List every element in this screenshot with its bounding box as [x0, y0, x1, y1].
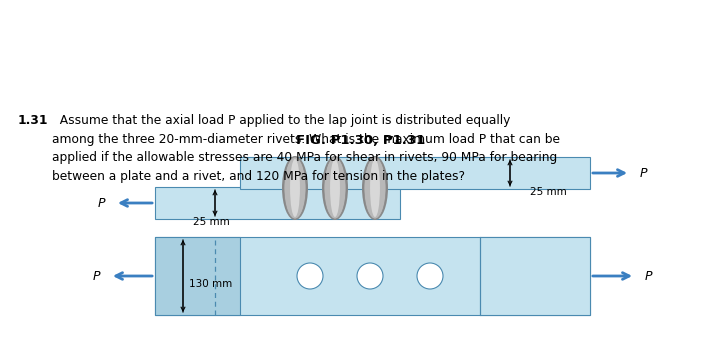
Text: FIG. P1.30, P1.31: FIG. P1.30, P1.31 [296, 134, 426, 146]
Ellipse shape [290, 159, 300, 217]
Text: 25 mm: 25 mm [530, 187, 567, 197]
Ellipse shape [324, 157, 346, 219]
Bar [240, 157, 590, 189]
Bar [155, 237, 590, 315]
Text: P: P [97, 196, 105, 210]
Text: P: P [645, 270, 653, 282]
Bar [155, 237, 240, 315]
Text: Assume that the axial load P applied to the lap joint is distributed equally
amo: Assume that the axial load P applied to … [52, 114, 560, 183]
Ellipse shape [330, 159, 340, 217]
Bar [480, 237, 590, 315]
Text: P: P [640, 167, 648, 179]
Bar [155, 187, 400, 219]
Ellipse shape [322, 156, 348, 220]
Text: 130 mm: 130 mm [189, 279, 232, 289]
Ellipse shape [364, 157, 386, 219]
Circle shape [297, 263, 323, 289]
Circle shape [417, 263, 443, 289]
Ellipse shape [370, 159, 380, 217]
Text: P: P [92, 270, 100, 282]
Ellipse shape [362, 156, 388, 220]
Text: 25 mm: 25 mm [193, 217, 230, 227]
Text: 1.31: 1.31 [18, 114, 48, 127]
Ellipse shape [282, 156, 308, 220]
Circle shape [357, 263, 383, 289]
Ellipse shape [284, 157, 306, 219]
